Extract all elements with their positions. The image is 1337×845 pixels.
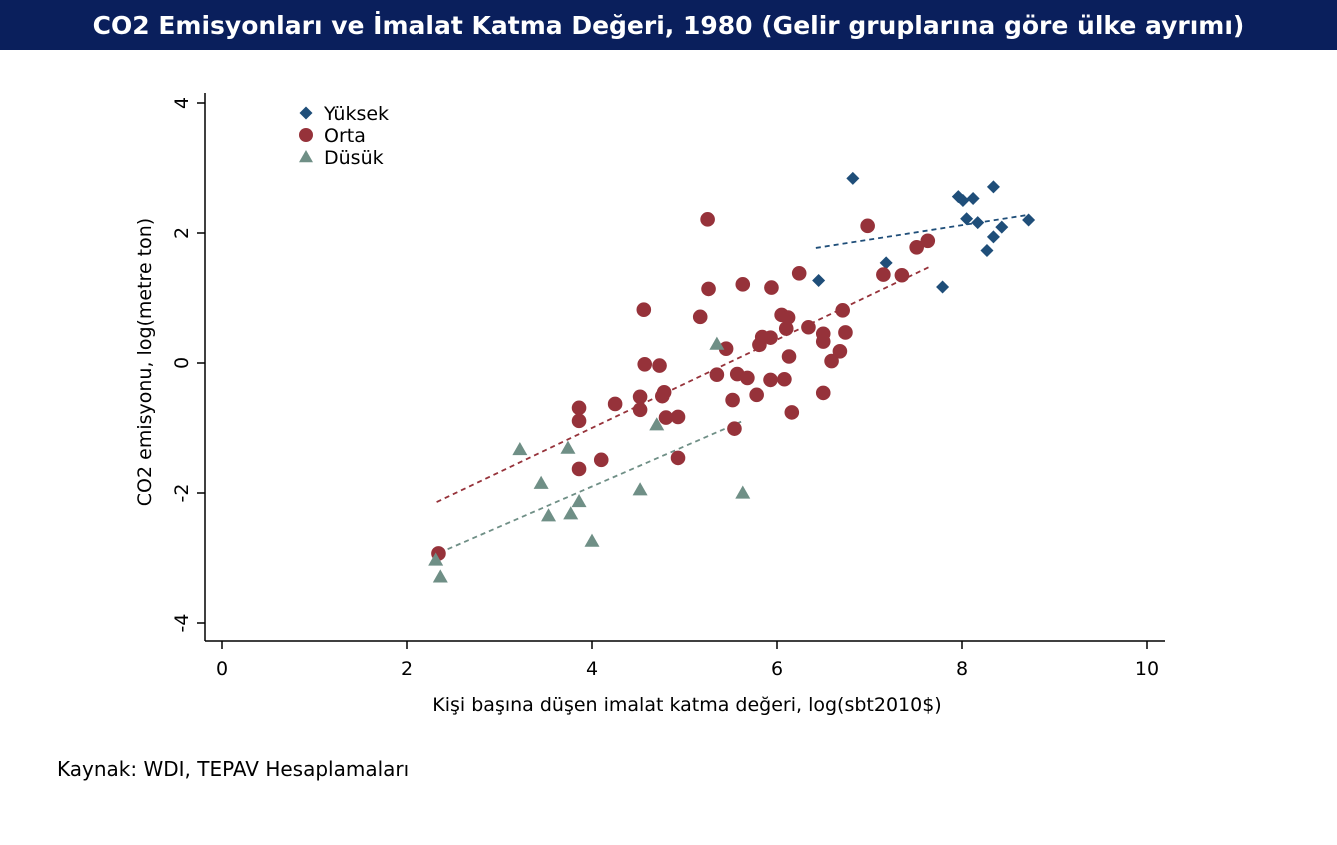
point-triangle — [512, 441, 528, 456]
fit-line-circle — [436, 265, 931, 503]
point-circle — [636, 302, 652, 318]
point-circle — [718, 341, 734, 357]
legend-label: Düsük — [324, 147, 384, 169]
point-circle — [637, 357, 653, 372]
point-diamond — [995, 220, 1009, 234]
point-triangle — [428, 552, 444, 566]
point-circle — [824, 353, 839, 369]
point-circle — [909, 240, 924, 255]
point-circle — [571, 461, 587, 477]
point-circle — [700, 212, 715, 227]
point-circle — [763, 372, 778, 388]
fit-lines — [436, 213, 1029, 554]
y-tick-label: -4 — [171, 614, 193, 633]
point-circle — [607, 396, 623, 412]
point-circle — [815, 334, 831, 349]
point-triangle — [584, 533, 600, 547]
legend-marker-circle — [299, 128, 313, 142]
point-diamond — [1022, 213, 1036, 227]
point-diamond — [846, 171, 860, 185]
point-diamond — [879, 256, 893, 270]
y-axis-label: CO2 emisyonu, log(metre ton) — [134, 218, 156, 506]
point-triangle — [735, 485, 751, 499]
point-circle — [692, 309, 708, 325]
point-triangle — [563, 506, 579, 520]
point-circle — [763, 330, 778, 345]
point-circle — [658, 410, 674, 425]
x-tick-label: 8 — [956, 658, 968, 680]
axes: 0 2 4 6 8 10 -4 -2 0 2 4 — [171, 93, 1165, 680]
point-circle — [801, 319, 816, 335]
point-triangle — [541, 508, 557, 522]
point-circle — [670, 450, 686, 466]
y-tick-label: -2 — [171, 484, 193, 503]
point-circle — [571, 413, 587, 429]
point-diamond — [986, 180, 1000, 194]
fit-line-triangle — [439, 419, 745, 554]
point-circle — [860, 218, 875, 234]
point-circle — [876, 267, 891, 282]
point-circle — [777, 371, 792, 387]
point-circle — [832, 344, 848, 359]
point-diamond — [986, 230, 1000, 244]
y-tick-label: 4 — [171, 97, 193, 109]
legend-label: Yüksek — [323, 103, 389, 125]
point-diamond — [812, 273, 826, 287]
point-triangle — [560, 440, 576, 454]
point-circle — [656, 384, 672, 400]
legend-marker-triangle — [299, 150, 313, 163]
x-tick-label: 10 — [1135, 658, 1159, 680]
chart-title: CO2 Emisyonları ve İmalat Katma Değeri, … — [0, 0, 1337, 50]
point-circle — [764, 280, 779, 295]
point-circle — [709, 367, 725, 383]
point-triangle — [432, 569, 448, 583]
point-diamond — [960, 212, 974, 226]
point-triangle — [533, 475, 549, 489]
point-triangle — [571, 493, 587, 508]
point-diamond — [966, 192, 980, 206]
point-circle — [652, 358, 667, 373]
point-circle — [632, 389, 648, 405]
point-triangle — [649, 417, 665, 431]
point-diamond — [936, 280, 950, 294]
data-points — [428, 171, 1036, 583]
point-triangle — [632, 482, 648, 496]
point-circle — [740, 370, 755, 386]
x-tick-label: 2 — [401, 658, 413, 680]
point-circle — [838, 325, 853, 340]
point-circle — [780, 310, 796, 325]
source-note: Kaynak: WDI, TEPAV Hesaplamaları — [57, 757, 410, 781]
point-circle — [920, 233, 936, 249]
point-circle — [701, 281, 716, 297]
x-tick-label: 0 — [216, 658, 228, 680]
y-tick-label: 2 — [171, 227, 193, 239]
legend-label: Orta — [324, 125, 366, 147]
x-tick-label: 4 — [586, 658, 598, 680]
point-circle — [571, 400, 587, 416]
point-circle — [835, 303, 850, 318]
point-circle — [791, 266, 807, 281]
legend-marker-diamond — [299, 106, 313, 120]
x-axis-label: Kişi başına düşen imalat katma değeri, l… — [432, 694, 941, 716]
point-circle — [725, 392, 740, 408]
point-circle — [784, 405, 800, 420]
point-circle — [894, 267, 910, 283]
point-triangle — [709, 336, 725, 350]
point-circle — [735, 277, 751, 292]
point-diamond — [956, 194, 970, 207]
point-circle — [781, 349, 797, 364]
point-circle — [815, 385, 831, 401]
point-diamond — [980, 244, 994, 258]
point-circle — [778, 321, 794, 336]
y-tick-label: 0 — [171, 357, 193, 369]
point-circle — [632, 402, 648, 418]
x-tick-label: 6 — [771, 658, 783, 680]
point-circle — [593, 452, 609, 468]
point-diamond — [971, 216, 985, 230]
point-circle — [670, 409, 686, 425]
point-circle — [749, 387, 764, 403]
point-circle — [727, 421, 742, 436]
